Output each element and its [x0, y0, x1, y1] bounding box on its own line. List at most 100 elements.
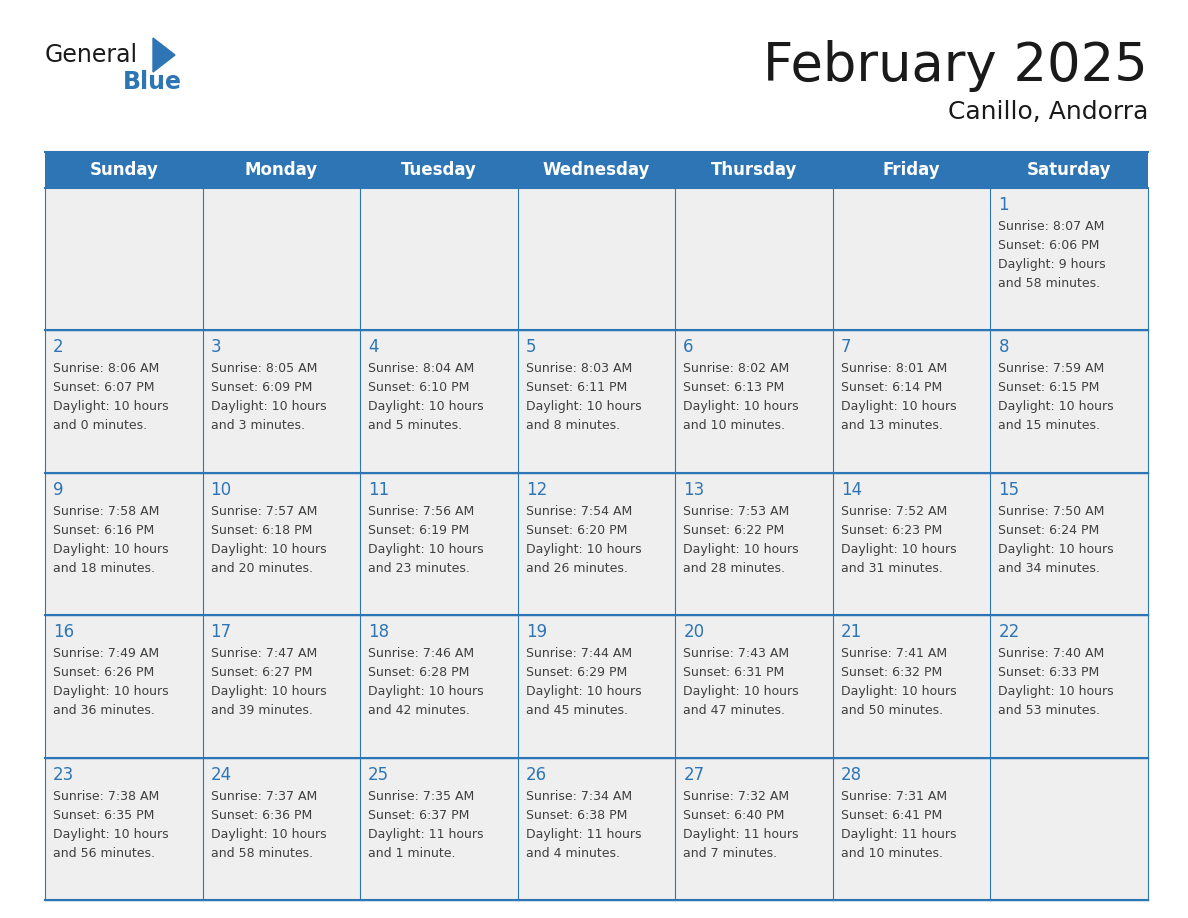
Text: Daylight: 9 hours: Daylight: 9 hours: [998, 258, 1106, 271]
Text: Sunday: Sunday: [89, 161, 158, 179]
Bar: [360, 757, 518, 900]
Polygon shape: [153, 38, 175, 72]
Text: Daylight: 11 hours: Daylight: 11 hours: [841, 828, 956, 841]
Bar: [675, 188, 833, 330]
Text: Saturday: Saturday: [1026, 161, 1112, 179]
Bar: [45, 615, 203, 757]
Text: Daylight: 10 hours: Daylight: 10 hours: [53, 543, 169, 555]
Bar: [45, 152, 1148, 188]
Text: Sunrise: 7:35 AM: Sunrise: 7:35 AM: [368, 789, 474, 802]
Bar: [45, 473, 203, 615]
Text: Sunrise: 7:44 AM: Sunrise: 7:44 AM: [526, 647, 632, 660]
Text: Sunset: 6:28 PM: Sunset: 6:28 PM: [368, 666, 469, 679]
Text: Sunrise: 8:01 AM: Sunrise: 8:01 AM: [841, 363, 947, 375]
Text: Sunset: 6:10 PM: Sunset: 6:10 PM: [368, 381, 469, 395]
Text: 5: 5: [526, 339, 536, 356]
Text: Sunset: 6:33 PM: Sunset: 6:33 PM: [998, 666, 1100, 679]
Text: Sunrise: 8:07 AM: Sunrise: 8:07 AM: [998, 220, 1105, 233]
Text: Daylight: 11 hours: Daylight: 11 hours: [368, 828, 484, 841]
Text: Sunset: 6:37 PM: Sunset: 6:37 PM: [368, 809, 469, 822]
Text: Blue: Blue: [124, 70, 182, 94]
Text: 17: 17: [210, 623, 232, 641]
Text: Sunrise: 7:59 AM: Sunrise: 7:59 AM: [998, 363, 1105, 375]
Text: and 15 minutes.: and 15 minutes.: [998, 420, 1100, 432]
Bar: [360, 473, 518, 615]
Bar: [45, 330, 203, 473]
Text: Sunset: 6:35 PM: Sunset: 6:35 PM: [53, 809, 154, 822]
Text: and 13 minutes.: and 13 minutes.: [841, 420, 943, 432]
Text: 6: 6: [683, 339, 694, 356]
Text: Sunrise: 8:04 AM: Sunrise: 8:04 AM: [368, 363, 474, 375]
Text: Sunset: 6:24 PM: Sunset: 6:24 PM: [998, 524, 1100, 537]
Text: Sunrise: 7:38 AM: Sunrise: 7:38 AM: [53, 789, 159, 802]
Text: Sunset: 6:29 PM: Sunset: 6:29 PM: [526, 666, 627, 679]
Text: 7: 7: [841, 339, 852, 356]
Text: and 58 minutes.: and 58 minutes.: [210, 846, 312, 859]
Text: Daylight: 10 hours: Daylight: 10 hours: [210, 543, 327, 555]
Text: and 23 minutes.: and 23 minutes.: [368, 562, 470, 575]
Text: Sunrise: 7:40 AM: Sunrise: 7:40 AM: [998, 647, 1105, 660]
Text: 24: 24: [210, 766, 232, 784]
Text: Daylight: 10 hours: Daylight: 10 hours: [998, 685, 1114, 699]
Text: and 3 minutes.: and 3 minutes.: [210, 420, 304, 432]
Text: and 31 minutes.: and 31 minutes.: [841, 562, 943, 575]
Bar: [360, 615, 518, 757]
Text: and 39 minutes.: and 39 minutes.: [210, 704, 312, 717]
Text: 1: 1: [998, 196, 1009, 214]
Text: Sunset: 6:40 PM: Sunset: 6:40 PM: [683, 809, 784, 822]
Text: and 10 minutes.: and 10 minutes.: [683, 420, 785, 432]
Text: Sunset: 6:11 PM: Sunset: 6:11 PM: [526, 381, 627, 395]
Text: Daylight: 10 hours: Daylight: 10 hours: [53, 685, 169, 699]
Text: and 42 minutes.: and 42 minutes.: [368, 704, 470, 717]
Bar: [518, 473, 675, 615]
Text: Sunset: 6:16 PM: Sunset: 6:16 PM: [53, 524, 154, 537]
Text: and 50 minutes.: and 50 minutes.: [841, 704, 943, 717]
Text: Sunset: 6:14 PM: Sunset: 6:14 PM: [841, 381, 942, 395]
Text: Sunset: 6:13 PM: Sunset: 6:13 PM: [683, 381, 784, 395]
Text: Sunset: 6:20 PM: Sunset: 6:20 PM: [526, 524, 627, 537]
Bar: [203, 757, 360, 900]
Text: Sunset: 6:06 PM: Sunset: 6:06 PM: [998, 239, 1100, 252]
Text: Daylight: 10 hours: Daylight: 10 hours: [526, 543, 642, 555]
Text: Canillo, Andorra: Canillo, Andorra: [948, 100, 1148, 124]
Text: Daylight: 10 hours: Daylight: 10 hours: [683, 543, 798, 555]
Text: 3: 3: [210, 339, 221, 356]
Text: Sunset: 6:19 PM: Sunset: 6:19 PM: [368, 524, 469, 537]
Text: Sunrise: 7:46 AM: Sunrise: 7:46 AM: [368, 647, 474, 660]
Text: Sunrise: 7:50 AM: Sunrise: 7:50 AM: [998, 505, 1105, 518]
Text: February 2025: February 2025: [763, 40, 1148, 92]
Bar: [203, 330, 360, 473]
Bar: [518, 188, 675, 330]
Bar: [833, 330, 991, 473]
Bar: [833, 188, 991, 330]
Text: Sunset: 6:31 PM: Sunset: 6:31 PM: [683, 666, 784, 679]
Text: Sunrise: 7:47 AM: Sunrise: 7:47 AM: [210, 647, 317, 660]
Text: Sunrise: 7:57 AM: Sunrise: 7:57 AM: [210, 505, 317, 518]
Text: Daylight: 10 hours: Daylight: 10 hours: [368, 685, 484, 699]
Bar: [833, 757, 991, 900]
Text: 26: 26: [526, 766, 546, 784]
Text: 22: 22: [998, 623, 1019, 641]
Text: Daylight: 10 hours: Daylight: 10 hours: [210, 685, 327, 699]
Text: and 4 minutes.: and 4 minutes.: [526, 846, 620, 859]
Bar: [518, 757, 675, 900]
Bar: [360, 188, 518, 330]
Bar: [360, 330, 518, 473]
Text: General: General: [45, 43, 138, 67]
Text: Daylight: 10 hours: Daylight: 10 hours: [210, 828, 327, 841]
Text: Sunrise: 7:49 AM: Sunrise: 7:49 AM: [53, 647, 159, 660]
Bar: [991, 757, 1148, 900]
Text: Sunrise: 7:32 AM: Sunrise: 7:32 AM: [683, 789, 789, 802]
Text: 15: 15: [998, 481, 1019, 498]
Text: 23: 23: [53, 766, 74, 784]
Text: Sunrise: 7:56 AM: Sunrise: 7:56 AM: [368, 505, 474, 518]
Text: Friday: Friday: [883, 161, 941, 179]
Text: Daylight: 10 hours: Daylight: 10 hours: [368, 543, 484, 555]
Text: and 8 minutes.: and 8 minutes.: [526, 420, 620, 432]
Text: 18: 18: [368, 623, 390, 641]
Text: Sunset: 6:36 PM: Sunset: 6:36 PM: [210, 809, 311, 822]
Text: 21: 21: [841, 623, 862, 641]
Text: Sunrise: 7:43 AM: Sunrise: 7:43 AM: [683, 647, 789, 660]
Text: 2: 2: [53, 339, 64, 356]
Text: 12: 12: [526, 481, 546, 498]
